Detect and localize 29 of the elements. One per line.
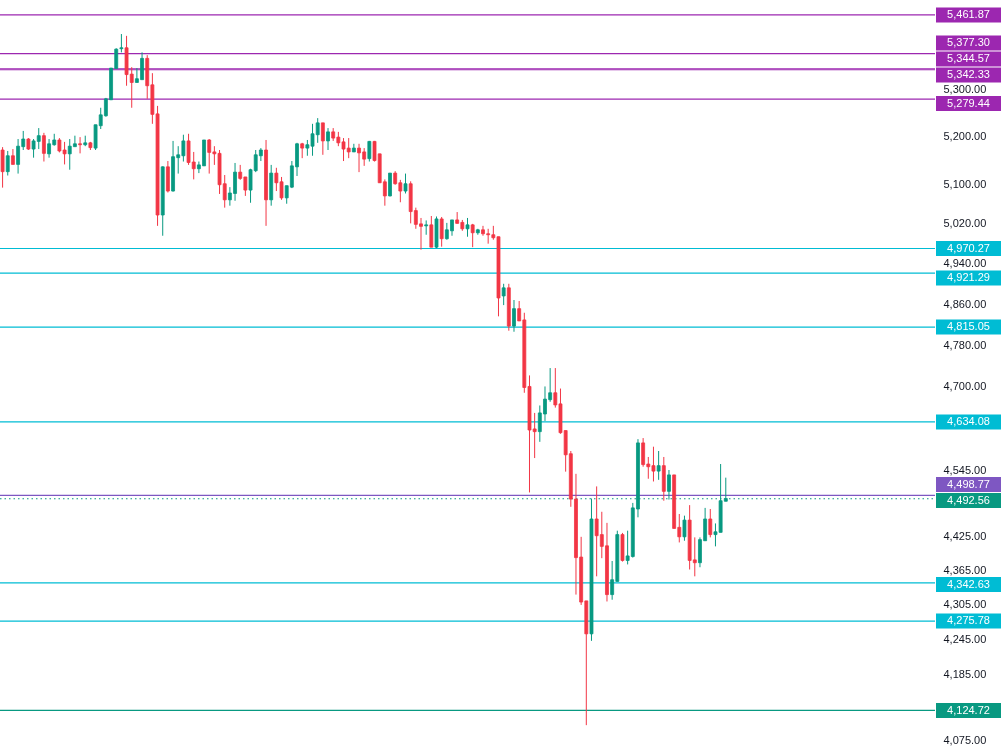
y-tick-label: 4,365.00 [943, 563, 987, 576]
ref-line-label: 4,921.29 [947, 271, 990, 283]
ref-line-label: 4,492.56 [947, 493, 990, 506]
ref-line-label: 5,344.57 [947, 52, 990, 64]
y-tick-label: 4,185.00 [943, 667, 987, 680]
ref-line-label: 5,377.30 [947, 36, 990, 48]
ref-line-label: 4,275.78 [947, 614, 990, 626]
y-tick-label: 5,300.00 [943, 82, 987, 95]
y-tick-label: 5,020.00 [943, 217, 987, 230]
y-tick-label: 4,780.00 [943, 338, 987, 351]
ref-line-label: 4,498.77 [947, 477, 990, 490]
y-tick-label: 5,200.00 [943, 130, 987, 143]
y-tick-label: 5,100.00 [943, 178, 987, 191]
y-tick-label: 4,940.00 [943, 257, 987, 270]
ref-line-label: 5,342.33 [947, 68, 990, 80]
ref-line-label: 4,634.08 [947, 415, 990, 427]
ref-line-label: 4,815.05 [947, 320, 990, 332]
y-tick-label: 4,860.00 [943, 297, 987, 310]
y-tick-label: 4,075.00 [943, 733, 987, 746]
y-tick-label: 4,425.00 [943, 529, 987, 542]
y-tick-label: 4,305.00 [943, 597, 987, 610]
y-tick-label: 4,700.00 [943, 380, 987, 393]
y-tick-label: 4,245.00 [943, 632, 987, 645]
ref-line-label: 5,279.44 [947, 96, 990, 109]
ref-line-label: 4,124.72 [947, 703, 990, 716]
ref-line-label: 4,342.63 [947, 577, 990, 590]
ref-line-label: 5,461.87 [947, 8, 990, 20]
y-tick-label: 4,545.00 [943, 463, 987, 476]
ref-line-label: 4,970.27 [947, 241, 990, 254]
